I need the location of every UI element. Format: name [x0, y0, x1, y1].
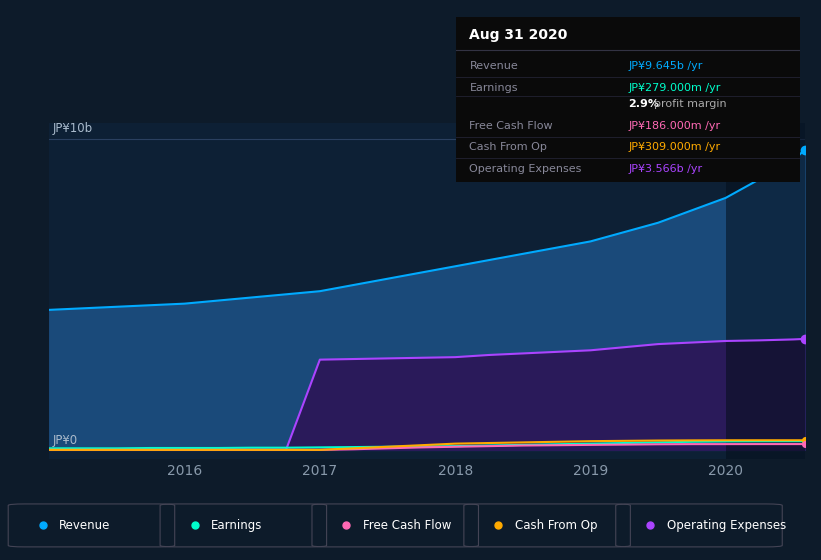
Text: 2.9%: 2.9% — [628, 99, 659, 109]
Text: profit margin: profit margin — [654, 99, 727, 109]
Text: Free Cash Flow: Free Cash Flow — [470, 121, 553, 131]
Text: Operating Expenses: Operating Expenses — [667, 519, 786, 532]
Text: JP¥9.645b /yr: JP¥9.645b /yr — [628, 62, 703, 71]
Text: JP¥3.566b /yr: JP¥3.566b /yr — [628, 164, 702, 174]
Text: JP¥0: JP¥0 — [53, 433, 78, 446]
Text: Cash From Op: Cash From Op — [470, 142, 548, 152]
Text: Earnings: Earnings — [211, 519, 263, 532]
Text: Free Cash Flow: Free Cash Flow — [363, 519, 452, 532]
Text: JP¥279.000m /yr: JP¥279.000m /yr — [628, 83, 721, 93]
Text: Revenue: Revenue — [470, 62, 518, 71]
Text: JP¥309.000m /yr: JP¥309.000m /yr — [628, 142, 720, 152]
Text: Revenue: Revenue — [59, 519, 111, 532]
Bar — [726, 123, 805, 459]
Text: Operating Expenses: Operating Expenses — [470, 164, 582, 174]
Text: Aug 31 2020: Aug 31 2020 — [470, 29, 568, 43]
Text: Earnings: Earnings — [470, 83, 518, 93]
Text: JP¥10b: JP¥10b — [53, 123, 93, 136]
Text: JP¥186.000m /yr: JP¥186.000m /yr — [628, 121, 720, 131]
Text: Cash From Op: Cash From Op — [515, 519, 597, 532]
